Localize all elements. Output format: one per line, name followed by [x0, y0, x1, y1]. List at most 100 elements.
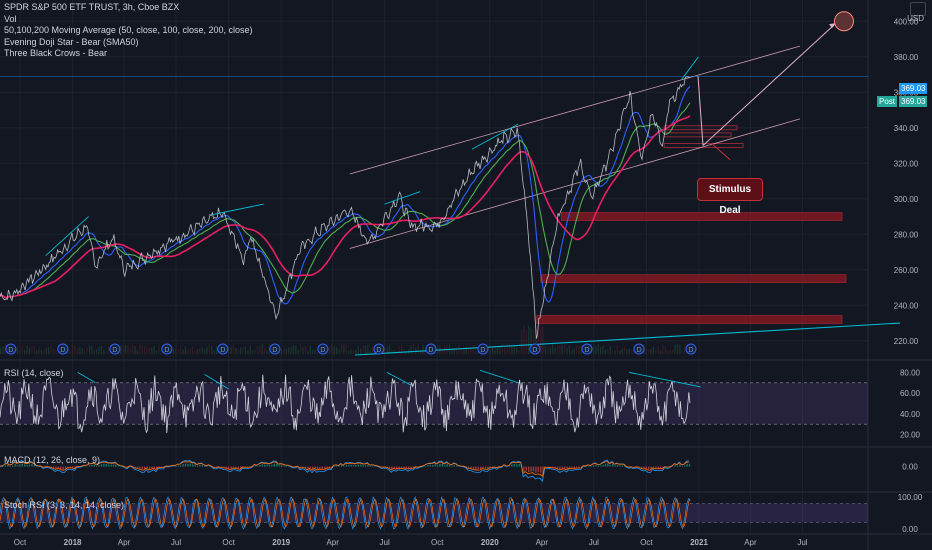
- macd-histogram-bar: [314, 466, 316, 469]
- dividend-marker[interactable]: [685, 343, 697, 355]
- macd-histogram-bar: [592, 465, 595, 467]
- volume-bar: [28, 347, 31, 354]
- volume-bar: [664, 347, 667, 354]
- volume-bar: [403, 348, 405, 354]
- dividend-marker[interactable]: [425, 343, 437, 355]
- channel-upper: [349, 45, 801, 175]
- symbol-title[interactable]: SPDR S&P 500 ETF TRUST, 3h, Cboe BZX: [4, 2, 180, 12]
- dividend-marker[interactable]: [477, 343, 489, 355]
- dividend-label: D: [636, 347, 641, 354]
- volume-bar: [201, 347, 203, 354]
- dividend-marker[interactable]: [57, 343, 69, 355]
- dividend-marker[interactable]: [581, 343, 593, 355]
- macd-histogram-bar: [564, 466, 566, 469]
- volume-bar: [456, 347, 458, 354]
- chart-settings-icon[interactable]: [910, 2, 926, 16]
- macd-histogram-bar: [609, 464, 611, 467]
- macd-histogram-bar: [444, 465, 446, 467]
- ma-legend[interactable]: 50,100,200 Moving Average (50, close, 10…: [4, 25, 253, 35]
- volume-bar: [496, 346, 499, 354]
- dividend-marker[interactable]: [373, 343, 385, 355]
- pattern-legend-1[interactable]: Evening Doji Star - Bear (SMA50): [4, 36, 139, 47]
- macd-histogram-bar: [237, 466, 239, 469]
- volume-bar: [151, 347, 153, 354]
- dividend-marker[interactable]: [161, 343, 173, 355]
- volume-bar: [144, 346, 146, 354]
- volume-bar: [612, 350, 614, 354]
- volume-bar: [525, 330, 527, 354]
- macd-histogram-bar: [439, 463, 441, 467]
- macd-histogram-bar: [532, 466, 535, 472]
- volume-bar: [544, 346, 547, 354]
- dividend-marker[interactable]: [269, 343, 281, 355]
- volume-bar: [530, 327, 532, 354]
- macd-histogram-bar: [345, 464, 347, 467]
- volume-bar: [98, 346, 100, 354]
- time-tick-label: 2018: [64, 538, 82, 547]
- dividend-marker[interactable]: [633, 343, 645, 355]
- price-tick-label: 220.00: [894, 337, 919, 346]
- macd-histogram-bar: [374, 465, 376, 467]
- macd-histogram-bar: [285, 465, 287, 467]
- dividend-label: D: [112, 347, 117, 354]
- volume-bar: [232, 344, 235, 354]
- volume-bar: [391, 350, 393, 354]
- macd-histogram-bar: [621, 465, 623, 467]
- dividend-marker[interactable]: [217, 343, 229, 355]
- macd-histogram-bar: [60, 466, 62, 469]
- macd-histogram-bar: [391, 466, 393, 470]
- volume-bar: [660, 350, 662, 354]
- rsi-title[interactable]: RSI (14, close): [4, 368, 64, 378]
- volume-bar: [393, 349, 395, 354]
- volume-bar: [679, 344, 681, 354]
- volume-bar: [420, 350, 422, 354]
- trend-line: [680, 56, 699, 81]
- volume-bar: [465, 346, 467, 354]
- macd-histogram-bar: [484, 466, 487, 469]
- time-tick-label: 2019: [272, 538, 290, 547]
- volume-bar: [213, 350, 215, 354]
- volume-bar: [592, 346, 595, 354]
- macd-histogram-bar: [386, 466, 388, 468]
- dividend-marker[interactable]: [317, 343, 329, 355]
- currency-label[interactable]: USD: [907, 14, 924, 23]
- resistance-box: [663, 125, 738, 131]
- volume-bar: [304, 346, 307, 354]
- post-price-tag: 369.03: [899, 96, 928, 107]
- volume-bar: [204, 349, 206, 354]
- volume-bar: [364, 345, 367, 354]
- volume-bar: [559, 345, 561, 354]
- dividend-marker[interactable]: [5, 343, 17, 355]
- dividend-marker[interactable]: [529, 343, 541, 355]
- macd-histogram-bar: [477, 466, 479, 470]
- volume-bar: [388, 344, 391, 354]
- pattern-legend-2[interactable]: Three Black Crows - Bear: [4, 48, 108, 58]
- macd-histogram-bar: [280, 465, 283, 467]
- macd-histogram-bar: [513, 464, 515, 467]
- macd-histogram-bar: [189, 463, 191, 467]
- macd-histogram-bar: [475, 466, 477, 470]
- volume-bar: [619, 350, 621, 354]
- macd-histogram-bar: [410, 466, 412, 469]
- volume-bar: [348, 350, 350, 354]
- volume-bar: [81, 347, 83, 354]
- macd-histogram-bar: [9, 465, 11, 467]
- macd-histogram-bar: [307, 466, 309, 470]
- stoch-title[interactable]: Stoch RSI (3, 3, 14, 14, close): [4, 500, 125, 510]
- stimulus-deal-callout[interactable]: Stimulus Deal: [697, 178, 763, 216]
- volume-bar: [240, 347, 242, 354]
- volume-bar: [684, 345, 686, 354]
- dividend-marker[interactable]: [109, 343, 121, 355]
- volume-bar: [566, 347, 568, 354]
- price-tick-label: 380.00: [894, 53, 919, 62]
- macd-histogram-bar: [559, 466, 561, 470]
- macd-histogram-bar: [153, 466, 155, 469]
- price-series: [0, 75, 868, 339]
- volume-legend[interactable]: Vol: [4, 13, 17, 24]
- macd-title[interactable]: MACD (12, 26, close, 9): [4, 455, 101, 465]
- macd-histogram-bar: [256, 465, 259, 467]
- macd-histogram-bar: [134, 466, 136, 468]
- volume-bar: [194, 350, 196, 354]
